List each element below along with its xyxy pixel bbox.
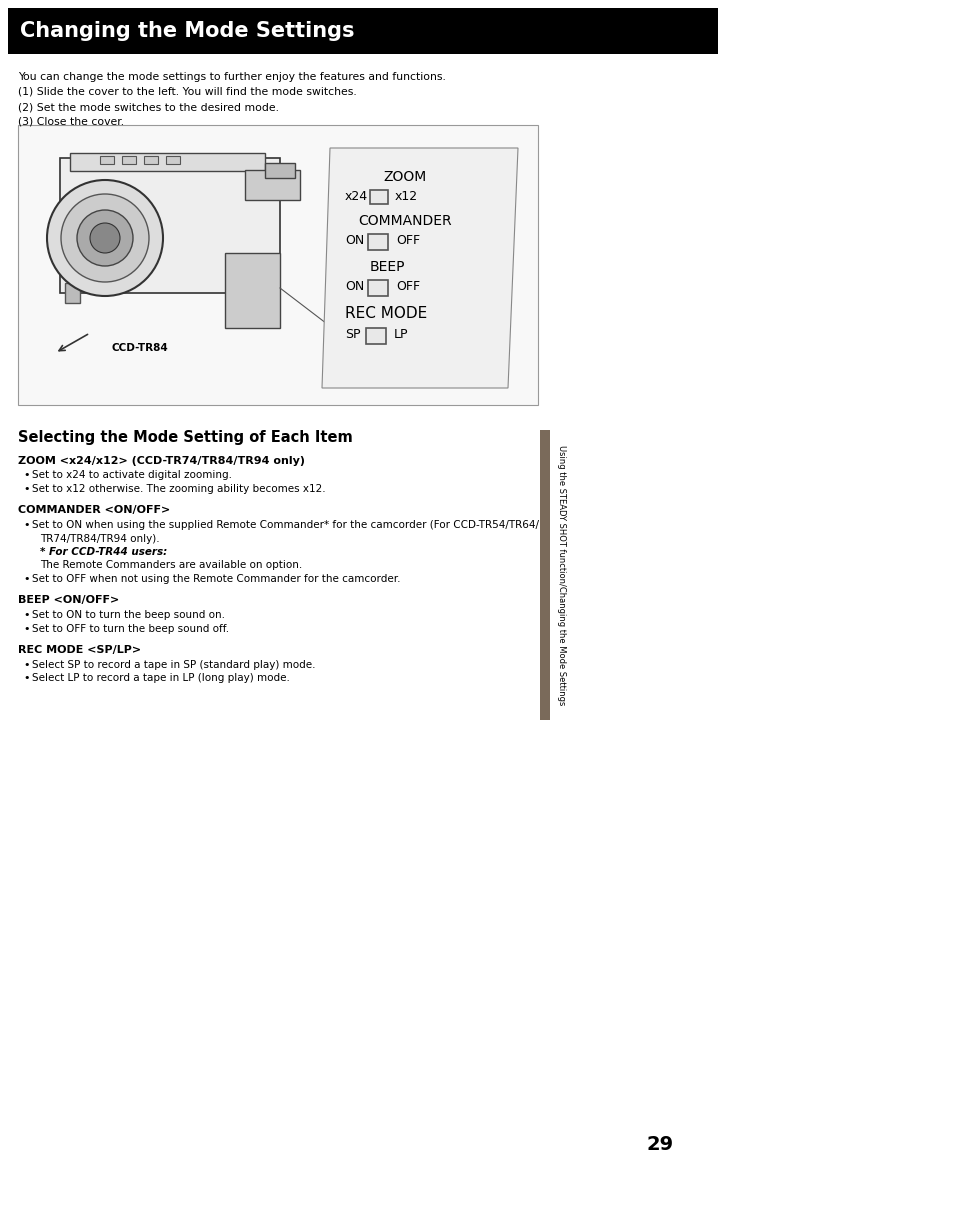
Text: Set to x24 to activate digital zooming.: Set to x24 to activate digital zooming. [32, 470, 232, 480]
Text: •: • [23, 519, 30, 531]
Text: REC MODE: REC MODE [345, 307, 427, 321]
Bar [370, 190, 388, 204]
Bar [539, 430, 550, 720]
Circle shape [61, 194, 149, 282]
Bar [65, 283, 80, 303]
Text: ON: ON [345, 279, 364, 293]
Text: (2) Set the mode switches to the desired mode.: (2) Set the mode switches to the desired… [18, 102, 278, 112]
Text: REC MODE <SP/LP>: REC MODE <SP/LP> [18, 645, 141, 655]
Bar [144, 156, 158, 164]
Bar [18, 126, 537, 405]
Bar [265, 162, 294, 178]
Text: SP: SP [345, 327, 360, 341]
Circle shape [47, 180, 163, 295]
Text: Selecting the Mode Setting of Each Item: Selecting the Mode Setting of Each Item [18, 430, 353, 444]
Bar [366, 327, 386, 343]
Bar [368, 234, 388, 250]
Circle shape [77, 211, 132, 266]
Text: ON: ON [345, 234, 364, 246]
Text: OFF: OFF [395, 234, 419, 246]
Text: (1) Slide the cover to the left. You will find the mode switches.: (1) Slide the cover to the left. You wil… [18, 87, 356, 97]
Text: * For CCD-TR44 users:: * For CCD-TR44 users: [40, 547, 167, 556]
Text: Set to ON when using the supplied Remote Commander* for the camcorder (For CCD-T: Set to ON when using the supplied Remote… [32, 519, 538, 531]
Text: •: • [23, 484, 30, 494]
Text: Select SP to record a tape in SP (standard play) mode.: Select SP to record a tape in SP (standa… [32, 660, 315, 670]
Text: ZOOM <x24/x12> (CCD-TR74/TR84/TR94 only): ZOOM <x24/x12> (CCD-TR74/TR84/TR94 only) [18, 455, 305, 467]
Bar [166, 156, 180, 164]
Text: LP: LP [394, 327, 408, 341]
Text: Set to ON to turn the beep sound on.: Set to ON to turn the beep sound on. [32, 611, 225, 620]
Text: Select LP to record a tape in LP (long play) mode.: Select LP to record a tape in LP (long p… [32, 673, 290, 683]
Bar [225, 254, 280, 327]
Text: Changing the Mode Settings: Changing the Mode Settings [20, 21, 355, 41]
Text: BEEP <ON/OFF>: BEEP <ON/OFF> [18, 596, 119, 606]
Text: ZOOM: ZOOM [383, 170, 426, 183]
Bar [368, 279, 388, 295]
Bar [100, 156, 113, 164]
Text: •: • [23, 611, 30, 620]
Text: The Remote Commanders are available on option.: The Remote Commanders are available on o… [40, 560, 302, 570]
Circle shape [90, 223, 120, 254]
Text: •: • [23, 623, 30, 634]
Text: (3) Close the cover.: (3) Close the cover. [18, 117, 124, 127]
Bar [70, 153, 265, 171]
Text: Set to x12 otherwise. The zooming ability becomes x12.: Set to x12 otherwise. The zooming abilit… [32, 484, 325, 494]
Bar [8, 7, 718, 54]
Polygon shape [322, 148, 517, 388]
Text: •: • [23, 660, 30, 670]
Bar [245, 170, 299, 199]
Text: BEEP: BEEP [370, 260, 405, 275]
Text: •: • [23, 673, 30, 683]
Text: COMMANDER: COMMANDER [357, 214, 452, 228]
Text: 29: 29 [646, 1135, 673, 1155]
Text: Using the STEADY SHOT function/Changing the Mode Settings: Using the STEADY SHOT function/Changing … [557, 444, 566, 705]
Text: •: • [23, 574, 30, 583]
Text: Set to OFF to turn the beep sound off.: Set to OFF to turn the beep sound off. [32, 623, 229, 634]
Text: Set to OFF when not using the Remote Commander for the camcorder.: Set to OFF when not using the Remote Com… [32, 574, 400, 583]
Text: CCD-TR84: CCD-TR84 [112, 343, 168, 353]
Text: x24: x24 [345, 190, 368, 203]
Text: COMMANDER <ON/OFF>: COMMANDER <ON/OFF> [18, 506, 170, 516]
Text: x12: x12 [395, 190, 417, 203]
Bar [60, 158, 280, 293]
Text: •: • [23, 470, 30, 480]
Text: TR74/TR84/TR94 only).: TR74/TR84/TR94 only). [40, 533, 159, 544]
Text: OFF: OFF [395, 279, 419, 293]
Text: You can change the mode settings to further enjoy the features and functions.: You can change the mode settings to furt… [18, 71, 445, 82]
Bar [122, 156, 136, 164]
